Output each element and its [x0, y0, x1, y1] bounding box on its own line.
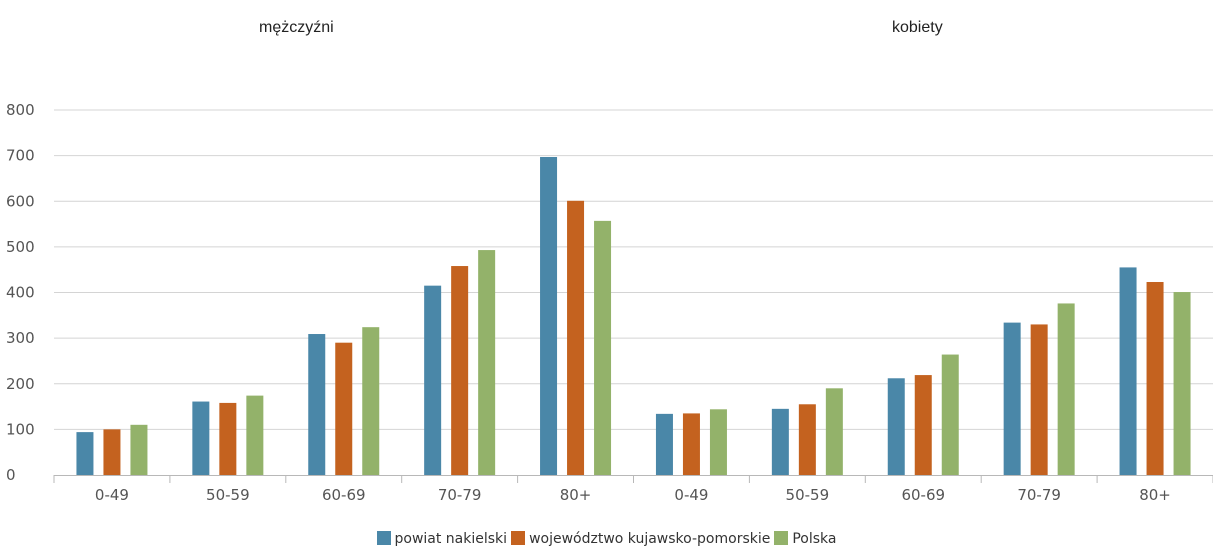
bar	[1173, 292, 1191, 475]
legend-swatch	[774, 531, 789, 545]
bar	[451, 266, 469, 475]
bar	[76, 432, 94, 475]
bar	[130, 424, 148, 475]
legend: powiat nakielski województwo kujawsko-pom…	[0, 530, 1213, 548]
legend-item[interactable]: Polska	[774, 530, 837, 548]
x-tick-label: 60-69	[901, 486, 945, 504]
x-tick-label: 50-59	[206, 486, 250, 504]
bar	[335, 342, 353, 475]
bar	[887, 378, 905, 475]
legend-swatch	[376, 531, 391, 545]
bar	[709, 409, 727, 475]
x-tick-label: 0-49	[674, 486, 708, 504]
bar-chart: 0 100 200 300 400 500 600 700 800 0-49 50-59 60-69…	[6, 101, 1213, 504]
y-tick-label: 700	[6, 147, 35, 165]
legend-label: województwo kujawsko-pomorskie	[529, 531, 771, 547]
x-tick-label: 70-79	[438, 486, 482, 504]
bar	[540, 156, 558, 475]
bar	[478, 250, 496, 475]
bar	[246, 395, 264, 475]
bar	[594, 220, 612, 475]
bar	[682, 413, 700, 475]
x-tick-label: 80+	[1139, 486, 1171, 504]
x-tick-label: 50-59	[786, 486, 830, 504]
y-tick-label: 800	[6, 101, 35, 119]
bar	[362, 327, 380, 475]
bar	[798, 404, 816, 475]
y-tick-label: 500	[6, 238, 35, 256]
legend-label: Polska	[792, 531, 837, 547]
bar	[1119, 267, 1137, 475]
bar	[941, 354, 959, 475]
bar	[192, 401, 210, 475]
bars	[76, 156, 1191, 475]
y-tick-label: 0	[6, 466, 16, 484]
x-tick-label: 70-79	[1017, 486, 1061, 504]
bar	[308, 334, 326, 475]
legend-label: powiat nakielski	[394, 531, 508, 547]
y-tick-label: 100	[6, 420, 35, 438]
bar	[771, 408, 789, 475]
bar	[1030, 324, 1048, 475]
x-tick-label: 80+	[560, 486, 592, 504]
y-tick-label: 600	[6, 192, 35, 210]
x-tick-label: 60-69	[322, 486, 366, 504]
bar	[1057, 303, 1075, 475]
bar	[567, 200, 585, 475]
bar	[1146, 282, 1164, 475]
panel-title-men: mężczyźni	[259, 19, 334, 36]
bar	[1003, 322, 1021, 475]
legend-swatch	[511, 531, 526, 545]
bar	[219, 402, 237, 475]
y-tick-label: 400	[6, 284, 35, 302]
bar	[914, 375, 932, 475]
bar	[655, 413, 673, 475]
x-axis	[53, 475, 1213, 483]
y-tick-label: 200	[6, 375, 35, 393]
bar	[424, 285, 442, 475]
bar	[825, 388, 843, 475]
y-axis-ticks: 0 100 200 300 400 500 600 700 800	[6, 101, 35, 484]
bar	[103, 429, 121, 475]
x-axis-ticks: 0-49 50-59 60-69 70-79 80+ 0-49 50-59 60-69 70-7…	[95, 486, 1171, 504]
y-tick-label: 300	[6, 329, 35, 347]
x-tick-label: 0-49	[95, 486, 129, 504]
legend-item[interactable]: województwo kujawsko-pomorskie	[511, 530, 770, 548]
legend-item[interactable]: powiat nakielski	[376, 530, 508, 548]
panel-title-women: kobiety	[892, 19, 943, 36]
